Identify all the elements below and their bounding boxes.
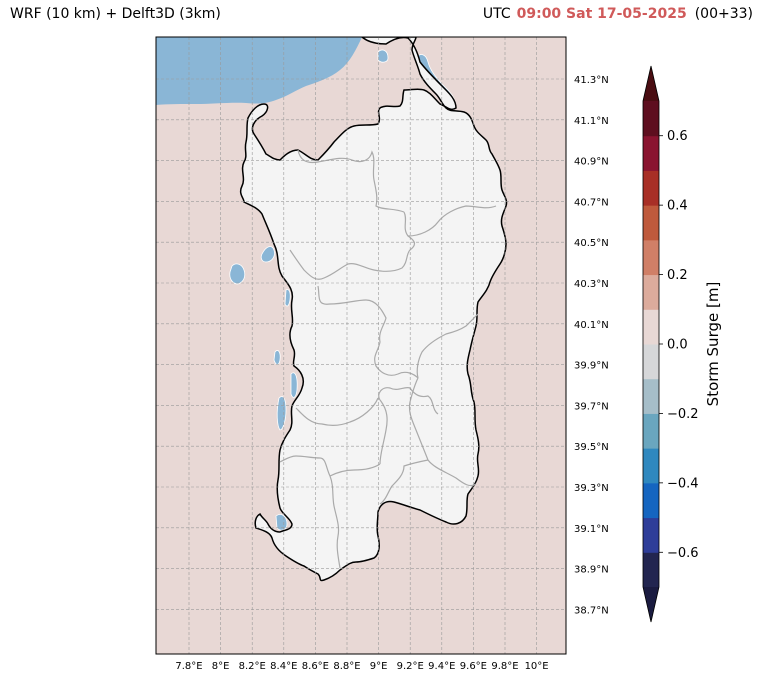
latitude-tick-label: 40.1°N <box>574 320 609 331</box>
model-title: WRF (10 km) + Delft3D (3km) <box>10 6 221 22</box>
longitude-tick-label: 9.2°E <box>397 661 424 672</box>
sardinia-land <box>239 37 508 582</box>
longitude-tick-label: 8.2°E <box>239 661 266 672</box>
colorbar-segment <box>643 482 659 519</box>
colorbar-segment <box>643 205 659 241</box>
colorbar-segment <box>643 309 659 345</box>
colorbar-over-extension <box>643 66 659 101</box>
colorbar-tick-label: −0.6 <box>667 546 699 561</box>
colorbar-ticks: 0.6 0.4 0.2 0.0 −0.2 −0.4 −0.6 <box>659 129 699 561</box>
province-boundaries <box>279 149 497 569</box>
latitude-tick-label: 39.7°N <box>574 401 609 412</box>
longitude-tick-label: 9.8°E <box>491 661 518 672</box>
colorbar-tick-label: 0.0 <box>667 338 688 353</box>
map-area <box>156 37 566 654</box>
colorbar-tick-label: 0.4 <box>667 199 688 214</box>
latitude-tick-label: 41.3°N <box>574 75 609 86</box>
colorbar-segment <box>643 448 659 484</box>
latitude-tick-label: 39.1°N <box>574 524 609 535</box>
colorbar: 0.6 0.4 0.2 0.0 −0.2 −0.4 −0.6 Storm Surge [m] <box>642 65 722 623</box>
latitude-tick-label: 39.9°N <box>574 361 609 372</box>
colorbar-segment <box>643 344 659 380</box>
colorbar-segment <box>643 239 659 276</box>
colorbar-segment <box>643 170 659 206</box>
negative-surge-region-northwest <box>156 37 362 105</box>
colorbar-tick-label: 0.6 <box>667 129 688 144</box>
longitude-tick-label: 9°E <box>370 661 388 672</box>
latitude-tick-label: 39.5°N <box>574 442 609 453</box>
latitude-tick-label: 40.5°N <box>574 238 609 249</box>
latitude-tick-label: 40.9°N <box>574 157 609 168</box>
lead-time: (00+33) <box>694 6 753 22</box>
colorbar-outline <box>642 65 660 623</box>
colorbar-segment <box>643 135 659 171</box>
colorbar-segment <box>643 552 659 588</box>
longitude-tick-label: 10°E <box>525 661 549 672</box>
colorbar-segment <box>643 274 659 310</box>
valid-time: 09:00 Sat 17-05-2025 <box>516 6 687 22</box>
colorbar-label: Storm Surge [m] <box>704 282 722 407</box>
colorbar-tick-label: 0.2 <box>667 268 688 283</box>
colorbar-tick-label: −0.4 <box>667 476 699 491</box>
colorbar-segments <box>643 101 659 588</box>
latitude-tick-label: 40.3°N <box>574 279 609 290</box>
longitude-tick-labels: 7.8°E 8°E 8.2°E 8.4°E 8.6°E 8.8°E 9°E 9.2°E 9.4°… <box>175 661 548 672</box>
colorbar-segment <box>643 101 659 137</box>
latitude-tick-label: 38.7°N <box>574 605 609 616</box>
longitude-tick-label: 8.8°E <box>333 661 360 672</box>
latitude-tick-label: 41.1°N <box>574 116 609 127</box>
valid-time-title: UTC 09:00 Sat 17-05-2025 (00+33) <box>483 6 753 22</box>
graticule <box>156 37 566 654</box>
longitude-tick-label: 7.8°E <box>175 661 202 672</box>
utc-label: UTC <box>482 6 511 22</box>
colorbar-segment <box>643 378 659 414</box>
colorbar-segment <box>643 517 659 553</box>
latitude-tick-labels: 41.3°N 41.1°N 40.9°N 40.7°N 40.5°N 40.3°N 40.1… <box>574 75 609 616</box>
longitude-tick-label: 8.6°E <box>302 661 329 672</box>
map-frame <box>155 36 567 655</box>
longitude-tick-label: 9.4°E <box>428 661 455 672</box>
latitude-tick-label: 39.3°N <box>574 483 609 494</box>
longitude-tick-label: 8.4°E <box>270 661 297 672</box>
longitude-tick-label: 8°E <box>212 661 230 672</box>
colorbar-under-extension <box>643 587 659 622</box>
colorbar-segment <box>643 413 659 449</box>
longitude-tick-label: 9.6°E <box>460 661 487 672</box>
latitude-tick-label: 38.9°N <box>574 565 609 576</box>
latitude-tick-label: 40.7°N <box>574 197 609 208</box>
colorbar-tick-label: −0.2 <box>667 407 699 422</box>
